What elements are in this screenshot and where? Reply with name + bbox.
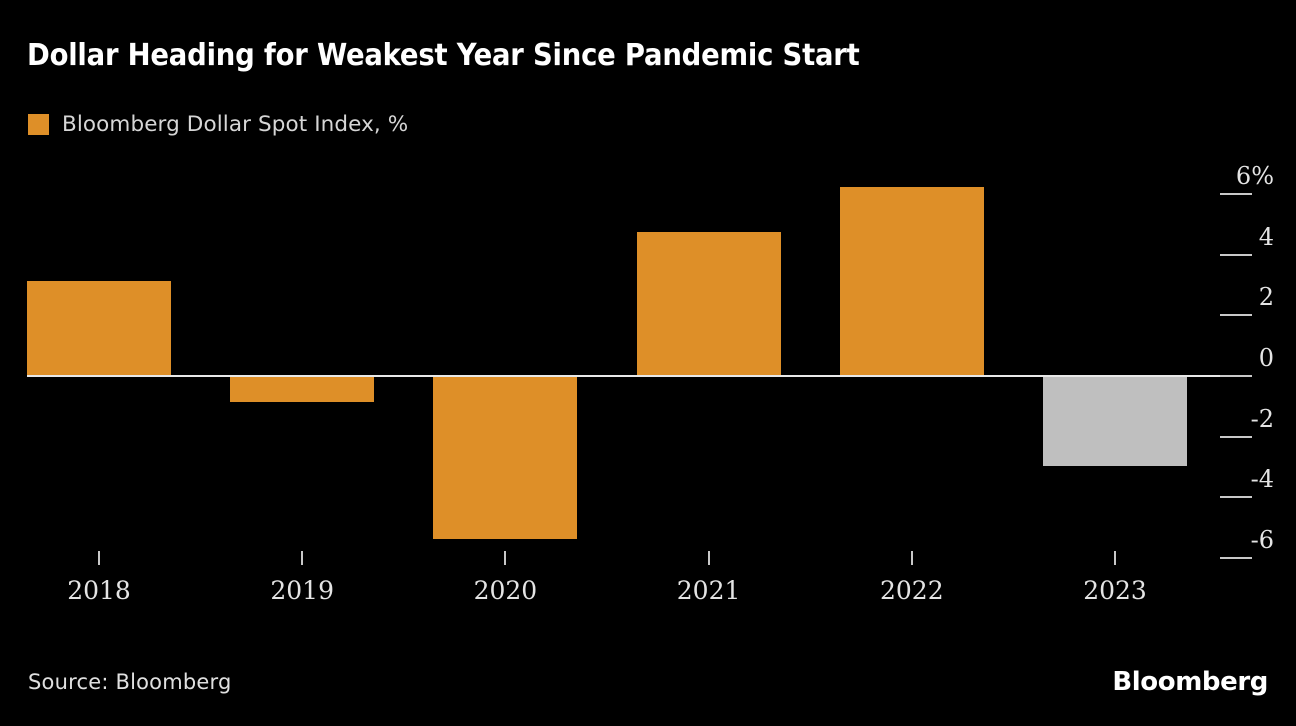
y-tick--4 bbox=[1220, 496, 1252, 499]
bar-2023[interactable] bbox=[1043, 375, 1187, 467]
bar-2018[interactable] bbox=[27, 280, 171, 375]
x-tick-2023 bbox=[1114, 551, 1116, 565]
y-tick-label: -6 bbox=[1250, 526, 1274, 555]
x-tick-label: 2021 bbox=[676, 576, 741, 605]
x-tick-2021 bbox=[707, 551, 710, 565]
y-tick--6 bbox=[1220, 557, 1252, 560]
bar-2021[interactable] bbox=[636, 232, 781, 375]
bar-2019[interactable] bbox=[230, 375, 375, 403]
x-tick-2019 bbox=[301, 551, 304, 565]
square-swatch-icon bbox=[28, 113, 49, 135]
y-tick-label: -2 bbox=[1250, 404, 1274, 433]
x-tick-label: 2020 bbox=[473, 576, 538, 605]
x-tick-2022 bbox=[910, 551, 913, 565]
y-tick--2 bbox=[1220, 435, 1252, 438]
page-title: Dollar Heading for Weakest Year Since Pa… bbox=[27, 38, 860, 73]
x-tick-2020 bbox=[504, 551, 507, 565]
y-tick-label: 6% bbox=[1235, 161, 1274, 190]
y-tick-label: -4 bbox=[1250, 465, 1274, 494]
x-axis: 2018 2019 2020 2021 2022 2023 bbox=[0, 540, 1296, 620]
x-tick-label: 2023 bbox=[1083, 576, 1147, 605]
x-tick-label: 2022 bbox=[879, 576, 944, 605]
bar-2020[interactable] bbox=[433, 375, 578, 539]
y-tick-6% bbox=[1220, 192, 1252, 195]
bar-2022[interactable] bbox=[839, 186, 984, 375]
y-tick-label: 4 bbox=[1258, 222, 1274, 251]
y-tick-label: 0 bbox=[1258, 344, 1274, 372]
source-note: Source: Bloomberg bbox=[28, 670, 232, 694]
x-tick-label: 2019 bbox=[270, 576, 334, 605]
y-tick-2 bbox=[1220, 314, 1252, 317]
y-axis: 6% 4 2 0 -2 -4 -6 bbox=[1196, 0, 1296, 620]
y-tick-label: 2 bbox=[1258, 283, 1274, 312]
plot-area: 6% 4 2 0 -2 -4 -6 bbox=[27, 0, 1296, 620]
bloomberg-logo: Bloomberg bbox=[1112, 667, 1268, 697]
legend-item-label: Bloomberg Dollar Spot Index, % bbox=[62, 111, 409, 137]
x-tick-2018 bbox=[98, 551, 100, 565]
y-tick-0 bbox=[1220, 375, 1252, 377]
x-tick-label: 2018 bbox=[67, 576, 131, 605]
legend: Bloomberg Dollar Spot Index, % bbox=[28, 110, 408, 138]
y-tick-4 bbox=[1220, 253, 1252, 256]
zero-baseline bbox=[27, 375, 1252, 377]
